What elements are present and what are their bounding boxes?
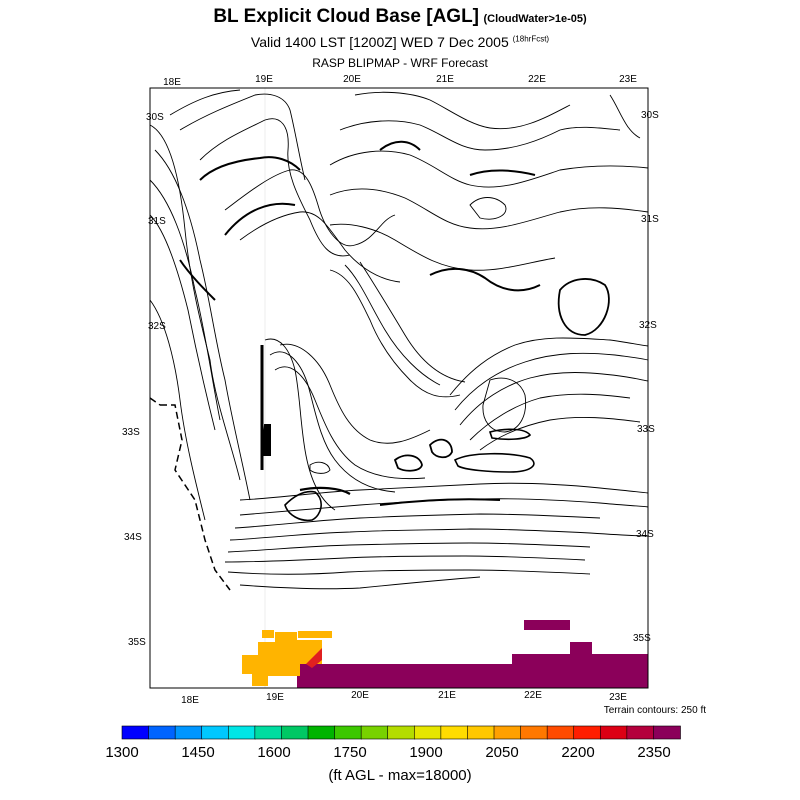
bottom-lon-label: 23E	[609, 692, 627, 703]
right-lat-label: 35S	[633, 633, 651, 644]
colorbar-swatch	[387, 725, 416, 740]
bottom-lon-label: 21E	[438, 690, 456, 701]
terrain-contours	[149, 89, 649, 590]
left-lat-labels: 30S 31S 32S 33S 34S 35S	[122, 112, 166, 648]
top-lon-label: 19E	[255, 74, 273, 85]
colorbar-caption: (ft AGL - max=18000)	[328, 767, 472, 784]
left-lat-label: 30S	[146, 112, 164, 123]
colorbar-swatch	[121, 725, 150, 740]
colorbar-swatch	[227, 725, 256, 740]
right-lat-label: 31S	[641, 214, 659, 225]
left-lat-label: 34S	[124, 532, 142, 543]
right-lat-label: 32S	[639, 320, 657, 331]
colorbar-label: 1450	[181, 744, 214, 761]
bottom-lon-label: 20E	[351, 690, 369, 701]
colorbar-swatch	[254, 725, 283, 740]
colorbar-swatch	[546, 725, 575, 740]
model-line: RASP BLIPMAP - WRF Forecast	[312, 56, 488, 70]
red-edge	[306, 648, 322, 668]
purple-band-main	[297, 642, 648, 688]
colorbar-swatch	[653, 725, 681, 740]
colorbar-swatch	[148, 725, 176, 740]
colorbar-swatch	[626, 725, 655, 740]
colorbar-swatch	[520, 725, 548, 740]
left-lat-label: 32S	[148, 321, 166, 332]
colorbar-label: 2200	[561, 744, 594, 761]
right-lat-label: 30S	[641, 110, 659, 121]
colorbar-swatch	[599, 725, 628, 740]
right-lat-label: 34S	[636, 529, 654, 540]
terrain-note: Terrain contours: 250 ft	[603, 705, 706, 716]
orange-patch-b	[298, 631, 332, 638]
colorbar-swatch	[281, 725, 309, 740]
title-note: (CloudWater>1e-05)	[483, 13, 587, 25]
orange-patch-a	[262, 630, 274, 638]
colorbar-label: 1750	[333, 744, 366, 761]
top-lon-label: 18E	[163, 77, 181, 88]
colorbar-label: 1900	[409, 744, 442, 761]
colorbar-swatch	[174, 725, 203, 740]
colorbar	[121, 725, 681, 740]
left-lat-label: 35S	[128, 637, 146, 648]
right-lat-label: 33S	[637, 424, 655, 435]
right-lat-labels: 30S 31S 32S 33S 34S 35S	[633, 110, 659, 644]
colorbar-label: 1300	[105, 744, 138, 761]
colorbar-label: 2050	[485, 744, 518, 761]
colorbar-swatch	[307, 725, 336, 740]
top-lon-label: 21E	[436, 74, 454, 85]
top-lon-label: 20E	[343, 74, 361, 85]
colorbar-swatch	[334, 725, 362, 740]
left-lat-label: 33S	[122, 427, 140, 438]
valid-time-line: Valid 1400 LST [1200Z] WED 7 Dec 2005 (1…	[0, 34, 800, 50]
colorbar-swatch	[360, 725, 389, 740]
bottom-lon-labels: 18E 19E 20E 21E 22E 23E	[181, 690, 627, 706]
boundary-lines	[149, 140, 541, 591]
cloud-base-fill	[242, 620, 648, 688]
purple-patch-south	[524, 620, 570, 630]
colorbar-label: 1600	[257, 744, 290, 761]
forecast-hour-note: (18hrFcst)	[512, 34, 550, 44]
bottom-lon-label: 19E	[266, 692, 284, 703]
colorbar-swatch	[467, 725, 495, 740]
colorbar-swatch	[440, 725, 469, 740]
orange-patch-coast	[242, 632, 322, 686]
top-lon-label: 23E	[619, 74, 637, 85]
title-text: BL Explicit Cloud Base [AGL]	[213, 6, 480, 27]
colorbar-swatch	[413, 725, 442, 740]
map-frame	[149, 87, 649, 689]
bottom-lon-label: 18E	[181, 695, 199, 706]
colorbar-labels: 1300 1450 1600 1750 1900 2050 2200 2350	[105, 744, 670, 761]
chart-title: BL Explicit Cloud Base [AGL] (CloudWater…	[0, 6, 800, 28]
valid-time-text: Valid 1400 LST [1200Z] WED 7 Dec 2005	[250, 34, 509, 50]
top-lon-labels: 18E 19E 20E 21E 22E 23E	[163, 74, 637, 88]
colorbar-swatch	[493, 725, 522, 740]
left-lat-label: 31S	[148, 216, 166, 227]
bottom-lon-label: 22E	[524, 690, 542, 701]
top-lon-label: 22E	[528, 74, 546, 85]
colorbar-label: 2350	[637, 744, 670, 761]
colorbar-swatch	[573, 725, 602, 740]
colorbar-swatch	[201, 725, 230, 740]
